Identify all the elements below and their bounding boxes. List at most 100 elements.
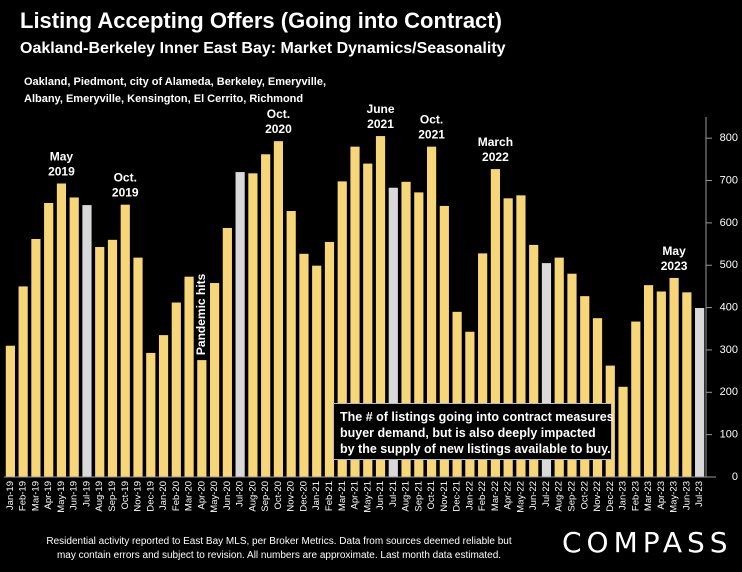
x-tick-label: Apr-23 bbox=[656, 481, 667, 510]
bar-may-19 bbox=[56, 183, 67, 478]
bar-mar-19 bbox=[31, 238, 41, 477]
x-tick-label: Oct-20 bbox=[273, 481, 284, 510]
y-tick-label: 300 bbox=[720, 344, 738, 356]
bar-may-20 bbox=[210, 283, 220, 477]
annotation-oct-19: Oct. bbox=[114, 171, 137, 185]
bar-apr-22 bbox=[503, 198, 513, 477]
bar-apr-21 bbox=[350, 146, 360, 477]
x-tick-label: Feb-21 bbox=[324, 481, 335, 511]
y-tick-label: 700 bbox=[720, 174, 738, 186]
x-tick-label: Apr-19 bbox=[43, 481, 54, 510]
y-tick-label: 800 bbox=[720, 132, 738, 144]
annotation-jun-21: 2021 bbox=[367, 117, 394, 131]
callout-box: The # of listings going into contract me… bbox=[333, 403, 614, 460]
x-tick-label: Jul-20 bbox=[235, 481, 246, 507]
bar-apr-20 bbox=[197, 360, 207, 477]
x-tick-label: Mar-23 bbox=[643, 481, 654, 511]
x-tick-label: Sep-22 bbox=[566, 481, 577, 512]
bar-apr-19 bbox=[44, 202, 54, 478]
compass-logo: COMPASS bbox=[562, 526, 733, 559]
bar-jul-19 bbox=[82, 205, 92, 477]
bar-jan-23 bbox=[618, 386, 628, 477]
bar-may-23 bbox=[669, 277, 679, 477]
bar-aug-20 bbox=[248, 173, 258, 477]
annotation-may-23: May bbox=[662, 244, 686, 258]
bar-feb-21 bbox=[324, 241, 335, 477]
bar-apr-23 bbox=[656, 291, 666, 477]
bar-nov-19 bbox=[133, 257, 143, 477]
annotation-may-23: 2023 bbox=[661, 259, 688, 273]
annotation-may-19: 2019 bbox=[48, 164, 75, 178]
callout-line-3: by the supply of new listings available … bbox=[340, 442, 611, 456]
x-tick-label: Mar-19 bbox=[30, 481, 41, 511]
x-tick-label: May-21 bbox=[362, 481, 373, 513]
x-tick-label: Apr-21 bbox=[350, 481, 361, 510]
annotation-mar-22: March bbox=[478, 135, 513, 149]
x-tick-label: Jul-22 bbox=[541, 481, 552, 507]
bar-dec-20 bbox=[299, 253, 309, 477]
x-tick-label: Dec-22 bbox=[605, 481, 616, 512]
x-tick-label: Feb-23 bbox=[630, 481, 641, 511]
bar-aug-21 bbox=[401, 181, 411, 478]
x-tick-label: Oct-21 bbox=[426, 481, 437, 510]
y-tick-label: 200 bbox=[720, 386, 738, 398]
x-tick-label: Nov-20 bbox=[286, 481, 297, 512]
x-tick-label: Feb-19 bbox=[18, 481, 29, 511]
bar-chart: Jan-19 Feb-19 Mar-19 Apr-19 May-19 Jun-19 Jul-… bbox=[4, 102, 738, 513]
x-tick-label: Aug-20 bbox=[247, 481, 258, 512]
x-tick-label: Aug-19 bbox=[94, 481, 105, 512]
x-tick-label: Oct-19 bbox=[120, 481, 131, 510]
bar-may-21 bbox=[363, 163, 373, 477]
annotation-oct-20: Oct. bbox=[267, 107, 290, 121]
chart-title: Listing Accepting Offers (Going into Con… bbox=[20, 8, 502, 33]
x-tick-label: Nov-21 bbox=[439, 481, 450, 512]
x-tick-label: May-22 bbox=[515, 481, 526, 513]
x-tick-label: Dec-20 bbox=[298, 481, 309, 512]
x-tick-label: Nov-19 bbox=[133, 481, 144, 512]
x-tick-label: Jun-22 bbox=[528, 481, 539, 510]
bar-jan-21 bbox=[312, 265, 322, 477]
bar-nov-20 bbox=[286, 211, 296, 477]
x-tick-label: Feb-20 bbox=[171, 481, 182, 511]
x-tick-label: Mar-22 bbox=[490, 481, 501, 511]
bar-dec-19 bbox=[146, 352, 156, 477]
bar-jul-20 bbox=[235, 172, 245, 477]
bar-mar-21 bbox=[337, 181, 347, 477]
bar-jan-20 bbox=[158, 335, 169, 477]
x-tick-label: Jul-23 bbox=[694, 481, 705, 507]
x-tick-label: Mar-21 bbox=[337, 481, 348, 511]
bar-oct-19 bbox=[120, 204, 130, 478]
y-tick-label: 600 bbox=[720, 217, 738, 229]
x-tick-label: May-23 bbox=[669, 481, 680, 513]
x-tick-label: Jun-23 bbox=[681, 481, 692, 510]
x-tick-label: Jan-23 bbox=[618, 481, 629, 510]
bar-aug-22 bbox=[554, 257, 564, 477]
annotation-oct-20: 2020 bbox=[265, 122, 292, 136]
bar-jun-20 bbox=[222, 227, 232, 477]
x-tick-label: Sep-19 bbox=[107, 481, 118, 512]
chart-subtitle: Oakland-Berkeley Inner East Bay: Market … bbox=[20, 40, 506, 57]
bar-jun-22 bbox=[529, 244, 539, 477]
x-tick-label: Jul-21 bbox=[388, 481, 399, 507]
x-tick-label: Dec-21 bbox=[452, 481, 463, 512]
bar-nov-21 bbox=[439, 205, 449, 477]
x-tick-label: Dec-19 bbox=[145, 481, 156, 512]
annotation-oct-19: 2019 bbox=[112, 186, 139, 200]
bar-mar-20 bbox=[184, 276, 194, 477]
x-tick-label: Jun-19 bbox=[69, 481, 80, 510]
bar-oct-20 bbox=[273, 141, 284, 477]
bar-mar-22 bbox=[490, 169, 500, 477]
x-tick-label: Oct-22 bbox=[579, 481, 590, 510]
bar-sep-22 bbox=[567, 273, 577, 477]
annotation-oct-21: 2021 bbox=[418, 128, 445, 142]
bar-feb-22 bbox=[478, 253, 488, 477]
bar-jul-21 bbox=[388, 187, 398, 478]
x-tick-label: Nov-22 bbox=[592, 481, 603, 512]
bar-feb-19 bbox=[18, 286, 28, 477]
y-tick-label: 400 bbox=[720, 301, 738, 313]
footer-line-2: may contain errors and subject to revisi… bbox=[56, 550, 502, 561]
x-tick-label: Aug-22 bbox=[554, 481, 565, 512]
bar-jun-19 bbox=[69, 197, 79, 477]
bar-mar-23 bbox=[643, 285, 654, 477]
bar-jul-22 bbox=[541, 263, 552, 477]
